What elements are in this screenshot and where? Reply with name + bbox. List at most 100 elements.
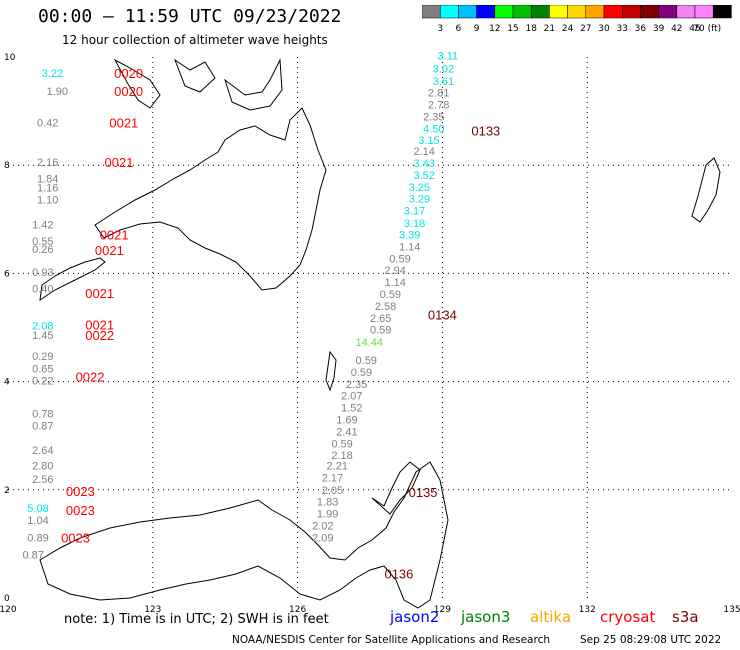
colorbar-label: 27: [580, 24, 591, 34]
swh-value: 0.89: [27, 532, 48, 544]
track-pass-label: 0022: [85, 328, 114, 343]
swh-value: 2.05: [322, 485, 343, 497]
swh-value: 2.56: [32, 474, 53, 486]
colorbar-label: 9: [474, 24, 480, 34]
track-pass-label: 0021: [109, 115, 138, 130]
swh-value: 0.55: [32, 236, 53, 248]
swh-value: 5.08: [27, 503, 48, 515]
swh-value: 2.41: [336, 426, 357, 438]
swh-value: 2.16: [37, 157, 58, 169]
track-labels-layer: 0020002000210021002100210021002100220022…: [61, 66, 500, 581]
swh-value: 2.58: [375, 301, 396, 313]
swh-value: 2.78: [428, 100, 449, 112]
swh-value: 3.39: [399, 229, 420, 241]
satellite-legend-s3a: s3a: [672, 608, 699, 626]
lon-tick-label: 126: [289, 605, 306, 615]
colorbar-label: 6: [456, 24, 462, 34]
swh-value: 1.14: [399, 241, 420, 253]
swh-value: 3.02: [433, 63, 454, 75]
swh-value: 0.29: [32, 351, 53, 363]
swh-value: 2.21: [327, 460, 348, 472]
track-pass-label: 0023: [66, 503, 95, 518]
swh-value: 0.59: [389, 253, 410, 265]
track-pass-label: 0135: [409, 485, 438, 500]
swh-value: 1.99: [317, 509, 338, 521]
colorbar-label: 24: [562, 24, 574, 34]
swh-value: 2.94: [384, 265, 405, 277]
swh-value: 1.16: [37, 182, 58, 194]
colorbar-swatch: [712, 5, 732, 19]
swh-value: 0.59: [331, 438, 352, 450]
coastline-eastern-islands: [691, 157, 721, 223]
track-pass-label: 0021: [95, 243, 124, 258]
swh-value: 2.80: [32, 460, 53, 472]
lat-tick-label: 4: [4, 378, 10, 388]
swh-value: 3.52: [413, 170, 434, 182]
satellite-legend-cryosat: cryosat: [600, 608, 656, 626]
swh-value: 1.14: [384, 277, 405, 289]
swh-value: 0.26: [32, 244, 53, 256]
swh-value: 2.09: [312, 532, 333, 544]
swh-value: 14.44: [356, 337, 384, 349]
swh-value: 1.84: [37, 174, 58, 186]
swh-value: 0.59: [351, 367, 372, 379]
swh-value: 3.22: [42, 68, 63, 80]
swh-value: 0.87: [32, 420, 53, 432]
swh-value: 3.11: [438, 50, 459, 62]
credit-text: NOAA/NESDIS Center for Satellite Applica…: [232, 634, 550, 646]
colorbar-label: 3: [437, 24, 443, 34]
swh-value: 2.07: [341, 391, 362, 403]
swh-value: 2.35: [423, 112, 444, 124]
track-pass-label: 0020: [114, 66, 143, 81]
swh-value: 4.50: [423, 123, 444, 135]
satellite-legend-jason3: jason3: [461, 608, 511, 626]
lon-tick-label: 120: [0, 605, 17, 615]
colorbar-label: 36: [635, 24, 647, 34]
coastline-halmahera: [371, 461, 421, 515]
coastline-palawan: [39, 257, 106, 302]
satellite-legend-altika: altika: [530, 608, 572, 626]
lat-tick-label: 6: [4, 269, 10, 279]
generated-timestamp: Sep 25 08:29:08 UTC 2022: [580, 634, 722, 646]
swh-value: 2.17: [322, 472, 343, 484]
colorbar-label: 42: [671, 24, 682, 34]
page-title: 00:00 — 11:59 UTC 09/23/2022: [38, 6, 342, 27]
coastline-mindanao: [94, 107, 327, 291]
swh-value: 2.35: [346, 379, 367, 391]
swh-value: 0.22: [32, 376, 53, 388]
swh-value: 3.18: [404, 218, 425, 230]
swh-value: 0.65: [32, 364, 53, 376]
lon-tick-label: 129: [434, 605, 451, 615]
colorbar-label: 15: [507, 24, 518, 34]
colorbar-label: 30: [598, 24, 610, 34]
swh-value: 3.61: [433, 76, 454, 88]
swh-value: 2.08: [32, 320, 53, 332]
swh-value: 0.87: [22, 550, 43, 562]
swh-value: 1.10: [37, 194, 58, 206]
swh-value: 0.59: [380, 289, 401, 301]
track-pass-label: 0021: [85, 286, 114, 301]
coastline-talaud: [325, 350, 337, 392]
page-subtitle: 12 hour collection of altimeter wave hei…: [62, 33, 328, 47]
swh-value: 0.59: [370, 325, 391, 337]
swh-value: 0.93: [32, 267, 53, 279]
swh-value: 2.14: [413, 146, 434, 158]
track-pass-label: 0023: [66, 484, 95, 499]
track-pass-label: 0136: [384, 567, 413, 582]
swh-value: 2.18: [331, 450, 352, 462]
track-pass-label: 0021: [85, 317, 114, 332]
swh-value: 0.59: [356, 355, 377, 367]
swh-value: 3.43: [413, 158, 434, 170]
coastline-visayas: [113, 58, 283, 111]
colorbar-label: 70 (ft): [693, 24, 721, 34]
swh-value: 1.69: [336, 414, 357, 426]
swh-value: 3.25: [409, 182, 430, 194]
swh-value: 2.02: [312, 521, 333, 533]
colorbar-label: 33: [616, 24, 627, 34]
lon-tick-label: 132: [579, 605, 596, 615]
track-pass-label: 0021: [105, 155, 134, 170]
track-pass-label: 0133: [471, 124, 500, 139]
track-pass-label: 0134: [428, 308, 457, 323]
track-pass-label: 0020: [114, 84, 143, 99]
